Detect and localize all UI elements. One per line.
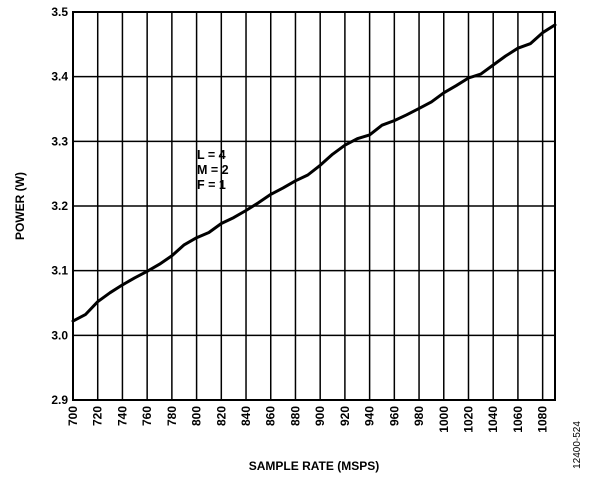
y-tick-label: 3.3 — [51, 134, 68, 148]
x-tick-label: 700 — [66, 406, 80, 426]
grid-lines — [72, 11, 555, 401]
y-tick-label: 3.2 — [51, 199, 68, 213]
y-tick-label: 2.9 — [51, 393, 68, 407]
x-tick-label: 1000 — [437, 406, 451, 433]
x-tick-labels: 700 720 740 760 780 800 820 840 860 880 900 920 940 9… — [66, 406, 550, 433]
annotation-line-m: M = 2 — [197, 163, 229, 177]
series-line — [71, 23, 557, 323]
x-tick-label: 900 — [313, 406, 327, 426]
y-tick-label: 3.0 — [51, 328, 68, 342]
x-tick-label: 1080 — [536, 406, 550, 433]
x-tick-label: 1040 — [486, 406, 500, 433]
annotation-line-f: F = 1 — [197, 178, 226, 192]
x-tick-label: 980 — [412, 406, 426, 426]
x-tick-label: 940 — [363, 406, 377, 426]
x-tick-label: 800 — [190, 406, 204, 426]
x-tick-label: 860 — [264, 406, 278, 426]
x-tick-label: 780 — [165, 406, 179, 426]
x-tick-label: 1020 — [461, 406, 475, 433]
x-axis-title: SAMPLE RATE (MSPS) — [249, 459, 379, 473]
config-annotation: L = 4 M = 2 F = 1 — [197, 148, 232, 192]
y-tick-labels: 2.9 3.0 3.1 3.2 3.3 3.4 3.5 — [51, 5, 68, 407]
x-tick-label: 840 — [239, 406, 253, 426]
x-tick-label: 960 — [387, 406, 401, 426]
figure-id: 12400-524 — [572, 421, 583, 469]
y-tick-label: 3.4 — [51, 70, 68, 84]
x-tick-label: 820 — [214, 406, 228, 426]
x-tick-label: 920 — [338, 406, 352, 426]
plot-area-frame — [72, 11, 556, 401]
x-tick-label: 740 — [115, 406, 129, 426]
x-tick-label: 720 — [91, 406, 105, 426]
x-tick-label: 760 — [140, 406, 154, 426]
annotation-line-l: L = 4 — [197, 148, 226, 162]
y-axis-title: POWER (W) — [13, 172, 27, 240]
y-tick-label: 3.1 — [51, 264, 68, 278]
x-tick-label: 1060 — [511, 406, 525, 433]
x-tick-label: 880 — [288, 406, 302, 426]
y-tick-label: 3.5 — [51, 5, 68, 19]
